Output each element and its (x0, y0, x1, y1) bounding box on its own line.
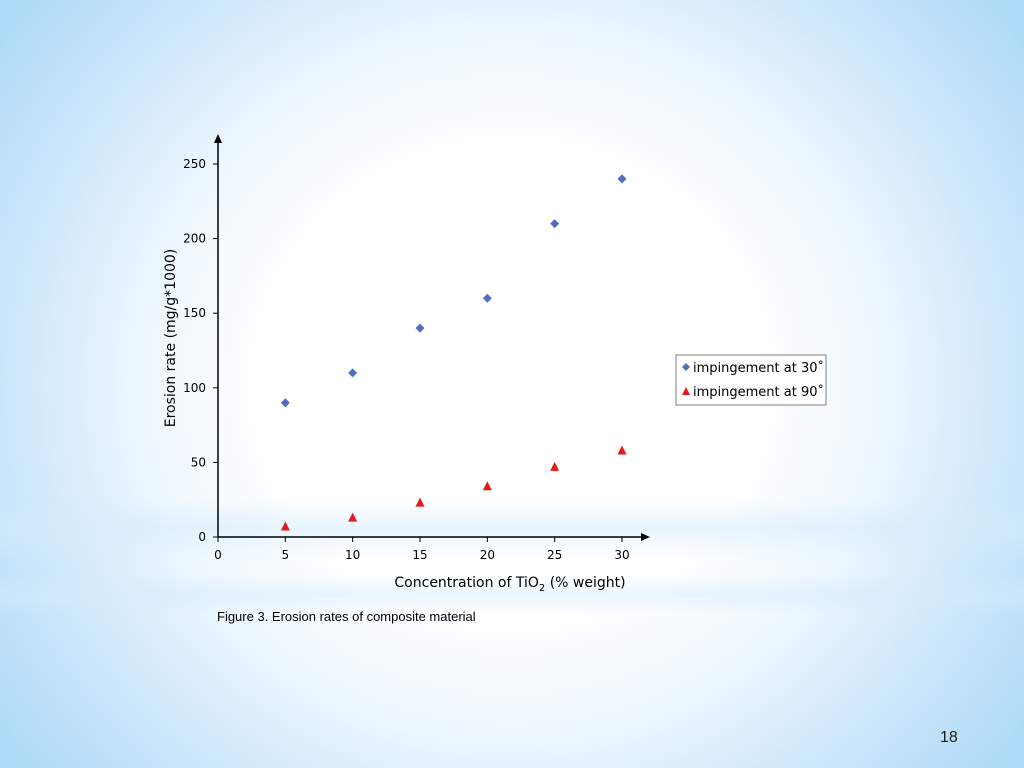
x-tick-label: 5 (282, 548, 290, 562)
data-point-triangle (482, 481, 492, 491)
x-axis-title-main: Concentration of TiO (394, 575, 538, 591)
y-axis-title: Erosion rate (mg/g*1000) (163, 249, 179, 428)
data-points (280, 174, 627, 531)
x-tick-label: 30 (614, 548, 629, 562)
data-point-diamond (550, 219, 560, 229)
data-point-diamond (348, 368, 358, 378)
tick-labels: 0 50 100 150 200 250 0 5 10 15 20 25 30 (183, 157, 630, 562)
y-tick-label: 100 (183, 381, 206, 395)
data-point-triangle (415, 497, 425, 507)
data-point-diamond (280, 398, 290, 408)
legend: impingement at 30˚ impingement at 90˚ (675, 354, 827, 406)
x-tick-label: 0 (214, 548, 222, 562)
x-tick-label: 20 (480, 548, 495, 562)
y-tick-label: 200 (183, 232, 206, 246)
y-axis-arrow (214, 134, 222, 143)
data-point-triangle (280, 521, 290, 531)
x-axis-title-rest: (% weight) (545, 575, 625, 591)
legend-label-series-2: impingement at 90˚ (693, 384, 824, 400)
data-point-triangle (617, 445, 627, 455)
x-axis-title-subscript: 2 (539, 583, 545, 594)
data-point-diamond (617, 174, 627, 184)
y-tick-label: 50 (191, 455, 206, 469)
figure-caption: Figure 3. Erosion rates of composite mat… (217, 609, 476, 624)
data-point-triangle (348, 512, 358, 522)
y-tick-label: 150 (183, 306, 206, 320)
page-number: 18 (940, 729, 958, 746)
legend-marker-diamond (682, 363, 690, 371)
legend-marker-triangle (682, 387, 690, 395)
x-tick-label: 15 (412, 548, 427, 562)
data-point-diamond (482, 293, 492, 303)
legend-box (675, 354, 827, 406)
x-axis-arrow (641, 533, 650, 541)
data-point-diamond (415, 323, 425, 333)
data-point-triangle (550, 461, 560, 471)
x-tick-label: 25 (547, 548, 562, 562)
y-tick-label: 250 (183, 157, 206, 171)
legend-label-series-1: impingement at 30˚ (693, 360, 824, 376)
axes (213, 134, 650, 542)
y-tick-label: 0 (198, 530, 206, 544)
x-tick-label: 10 (345, 548, 360, 562)
x-axis-title: Concentration of TiO2 (% weight) (394, 575, 625, 594)
